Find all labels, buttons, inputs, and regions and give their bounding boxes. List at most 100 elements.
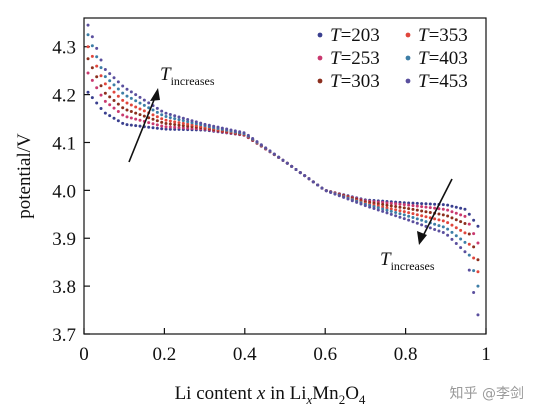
data-point [168, 116, 172, 120]
data-point [142, 109, 146, 113]
data-point [116, 102, 120, 106]
data-point [95, 64, 99, 68]
data-point [155, 123, 159, 127]
data-point [407, 218, 411, 222]
data-point [463, 207, 467, 211]
data-point [116, 119, 120, 123]
data-point [467, 253, 471, 257]
data-point [285, 161, 289, 165]
data-point [355, 200, 359, 204]
data-point [424, 215, 428, 219]
data-point [95, 55, 99, 59]
data-point [476, 313, 480, 317]
data-point [402, 203, 406, 207]
data-point [441, 207, 445, 211]
data-point [472, 256, 476, 260]
data-point [129, 90, 133, 94]
data-point [411, 216, 415, 220]
data-point [138, 95, 142, 99]
data-point [134, 105, 138, 109]
data-point [216, 125, 220, 129]
data-point [389, 212, 393, 216]
data-point [108, 103, 112, 107]
data-point [108, 86, 112, 90]
data-point [467, 232, 471, 236]
data-point [155, 119, 159, 123]
data-point [129, 116, 133, 120]
legend-marker [405, 32, 411, 38]
data-point [90, 66, 94, 70]
data-point [147, 125, 151, 129]
data-point [173, 117, 177, 121]
data-point [307, 177, 311, 181]
data-point [121, 98, 125, 102]
data-point [147, 101, 151, 105]
data-point [103, 91, 107, 95]
data-point [168, 125, 172, 129]
data-point [90, 44, 94, 48]
watermark: 知乎 @李剑 [450, 385, 524, 402]
data-point [168, 127, 172, 131]
data-point [454, 241, 458, 245]
data-point [160, 113, 164, 117]
data-point [402, 213, 406, 217]
data-point [428, 202, 432, 206]
data-point [433, 206, 437, 210]
data-point [472, 269, 476, 273]
data-point [142, 103, 146, 107]
data-point [437, 224, 441, 228]
data-point [415, 213, 419, 217]
data-point [459, 206, 463, 210]
y-tick-label: 3.8 [52, 277, 76, 298]
data-point [454, 205, 458, 209]
data-point [190, 119, 194, 123]
data-point [246, 133, 250, 137]
data-point [389, 209, 393, 213]
data-point [177, 118, 181, 122]
data-point [164, 111, 168, 115]
data-point [446, 203, 450, 207]
data-point [177, 121, 181, 125]
legend-label: T=453 [418, 71, 468, 92]
data-point [142, 98, 146, 102]
data-point [437, 218, 441, 222]
data-point [376, 202, 380, 206]
data-point [116, 80, 120, 84]
data-point [86, 33, 90, 37]
data-point [398, 209, 402, 213]
data-point [441, 219, 445, 223]
data-point [160, 109, 164, 113]
data-point [134, 111, 138, 115]
data-point [112, 106, 116, 110]
data-point [177, 126, 181, 130]
data-point [446, 214, 450, 218]
data-point [264, 146, 268, 150]
data-point [333, 192, 337, 196]
data-point [255, 140, 259, 144]
data-point [381, 209, 385, 213]
data-point [112, 98, 116, 102]
data-point [99, 66, 103, 70]
y-tick-label: 3.7 [52, 325, 76, 346]
data-point [420, 209, 424, 213]
data-point [398, 212, 402, 216]
legend-item: T=303 [317, 71, 380, 92]
data-point [160, 127, 164, 131]
data-point [459, 220, 463, 224]
data-point [173, 120, 177, 124]
data-point [138, 124, 142, 128]
data-point [463, 250, 467, 254]
data-point [441, 203, 445, 207]
data-point [99, 106, 103, 110]
data-point [398, 202, 402, 206]
data-point [90, 96, 94, 100]
data-point [398, 205, 402, 209]
data-point [103, 99, 107, 103]
data-point [99, 84, 103, 88]
legend-item: T=353 [405, 25, 468, 46]
arrow-head-up-icon [150, 88, 160, 101]
data-point [394, 208, 398, 212]
data-point [467, 268, 471, 272]
data-point [268, 149, 272, 153]
